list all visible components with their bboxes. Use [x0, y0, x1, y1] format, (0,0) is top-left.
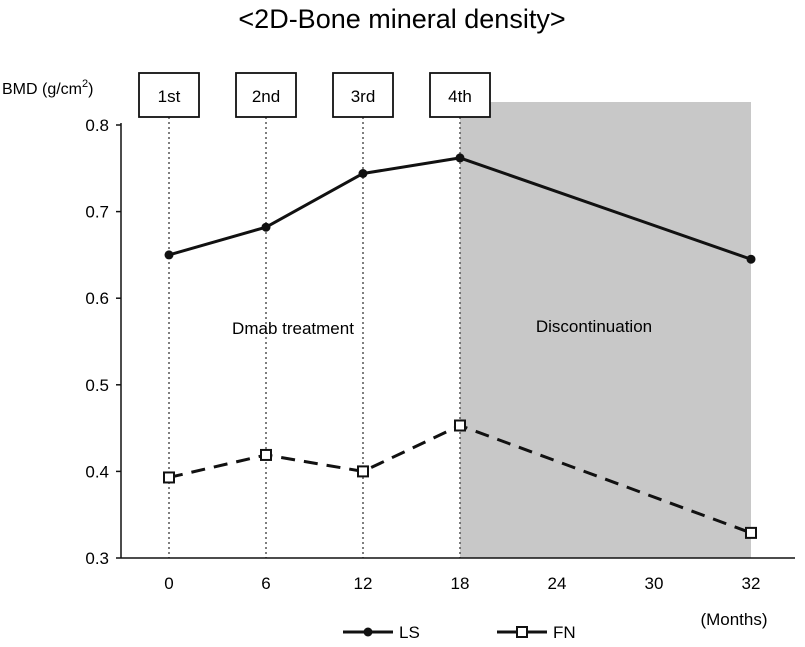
- data-point-ls: [746, 254, 756, 264]
- data-point-fn: [454, 419, 466, 432]
- y-tick-label: 0.5: [85, 376, 109, 395]
- legend: LS FN: [343, 623, 576, 642]
- y-tick-label: 0.3: [85, 549, 109, 568]
- y-tick-label: 0.4: [85, 462, 109, 481]
- y-axis-label-text: BMD (g/cm: [2, 81, 82, 98]
- x-tick-label: 12: [354, 574, 373, 593]
- discontinuation-shaded-region: [460, 102, 751, 558]
- annotation-discontinuation: Discontinuation: [536, 317, 652, 336]
- legend-ls-marker: [363, 627, 373, 637]
- y-axis-label: BMD (g/cm2): [2, 78, 93, 98]
- data-point-ls: [164, 250, 174, 260]
- legend-ls-label: LS: [399, 623, 420, 642]
- dose-label-3rd: 3rd: [351, 87, 376, 106]
- y-axis-label-close: ): [88, 81, 93, 98]
- y-tick-label: 0.8: [85, 116, 109, 135]
- x-axis-label: (Months): [700, 610, 767, 629]
- y-axis-label-superscript: 2: [82, 78, 88, 90]
- x-tick-label: 24: [548, 574, 567, 593]
- legend-item-ls: LS: [343, 623, 420, 642]
- data-point-fn: [745, 526, 757, 539]
- legend-item-fn: FN: [497, 623, 576, 642]
- x-tick-label: 32: [742, 574, 761, 593]
- dose-box-4th: [429, 72, 491, 118]
- x-tick-label: 30: [645, 574, 664, 593]
- data-point-fn: [163, 471, 175, 484]
- svg-text:BMD (g/cm2): BMD (g/cm2): [2, 78, 93, 98]
- chart-title: <2D-Bone mineral density>: [238, 4, 565, 34]
- annotation-dmab-treatment: Dmab treatment: [232, 319, 354, 338]
- legend-fn-label: FN: [553, 623, 576, 642]
- x-tick-label: 0: [164, 574, 173, 593]
- dose-box-1st: [138, 72, 200, 118]
- data-point-fn: [260, 448, 272, 461]
- data-point-ls: [455, 153, 465, 163]
- y-tick-label: 0.6: [85, 289, 109, 308]
- dose-label-4th: 4th: [448, 87, 472, 106]
- dose-label-1st: 1st: [158, 87, 181, 106]
- x-tick-label: 6: [261, 574, 270, 593]
- dose-label-2nd: 2nd: [252, 87, 280, 106]
- y-tick-label: 0.7: [85, 203, 109, 222]
- dose-box-2nd: [235, 72, 297, 118]
- x-tick-label: 18: [451, 574, 470, 593]
- data-point-ls: [261, 222, 271, 232]
- legend-fn-marker: [516, 626, 528, 638]
- data-point-fn: [357, 465, 369, 478]
- data-point-ls: [358, 168, 368, 178]
- dose-box-3rd: [332, 72, 394, 118]
